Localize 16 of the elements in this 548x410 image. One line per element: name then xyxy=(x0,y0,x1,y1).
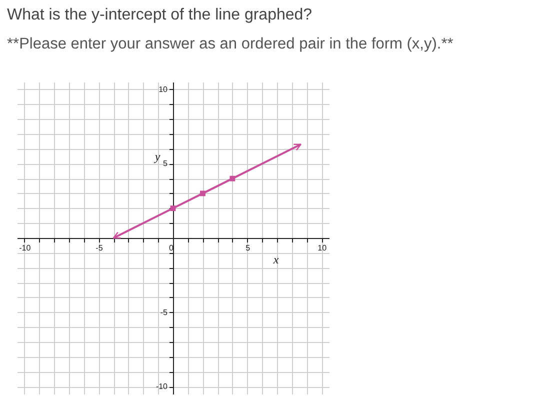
chart-title: What is the y-intercept of the line graphed? xyxy=(7,6,312,24)
y-tick-label: -10 xyxy=(156,382,168,392)
x-tick-label: 10 xyxy=(318,244,328,252)
x-tick-label: -5 xyxy=(96,244,104,252)
y-tick-label: -5 xyxy=(160,308,168,317)
y-tick-label: 10 xyxy=(158,84,168,94)
x-axis-title: x xyxy=(272,252,280,266)
x-tick-label: -10 xyxy=(19,244,32,252)
y-axis-title: y xyxy=(154,150,161,164)
x-tick-label: 0 xyxy=(169,244,174,252)
x-tick-label: 5 xyxy=(246,244,251,252)
point xyxy=(230,176,236,182)
y-tick-label: 5 xyxy=(163,159,168,168)
chart-subtitle: **Please enter your answer as an ordered pair in the form (x,y).** xyxy=(7,36,454,52)
point xyxy=(200,190,206,196)
point xyxy=(170,206,176,212)
